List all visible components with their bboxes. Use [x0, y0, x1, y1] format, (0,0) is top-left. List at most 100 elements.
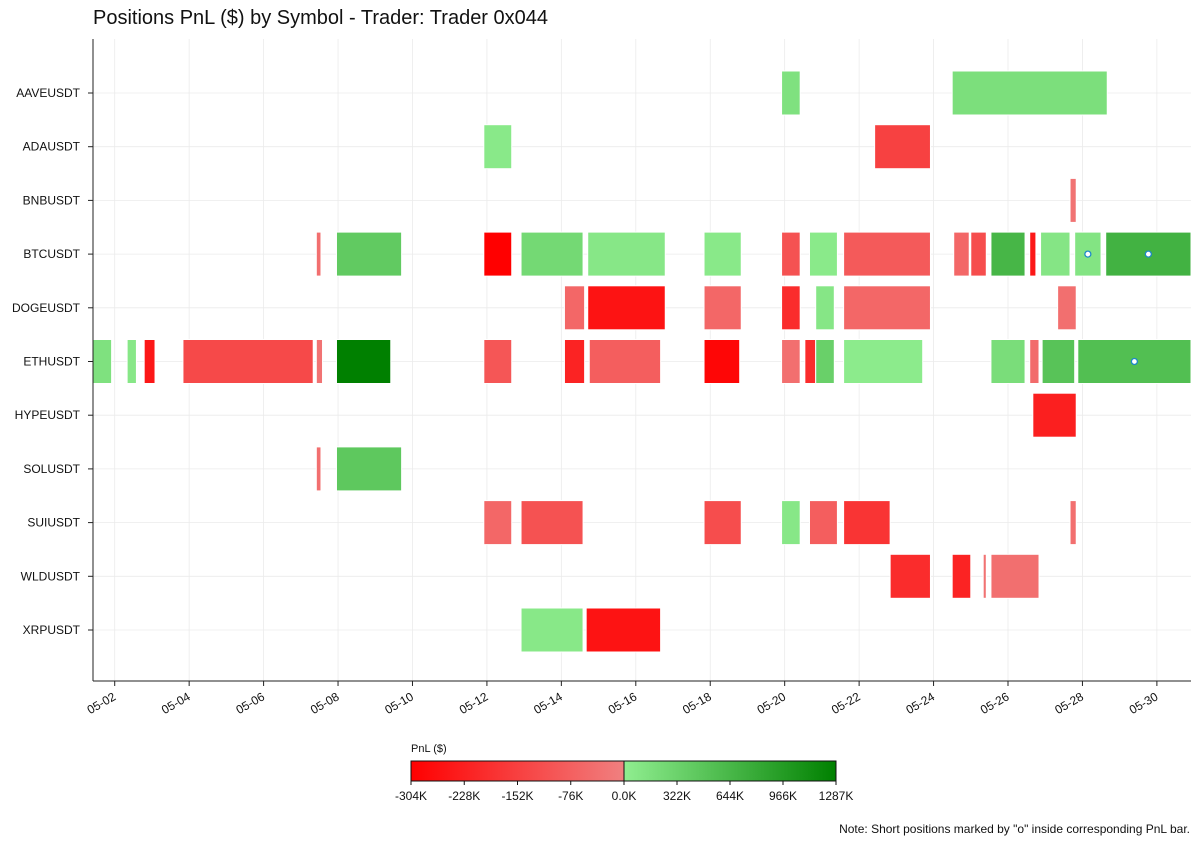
position-bar — [804, 339, 817, 384]
position-bar — [703, 339, 741, 384]
position-bar — [970, 231, 987, 277]
position-bar — [1041, 339, 1076, 384]
x-tick-label: 05-12 — [457, 689, 491, 717]
position-bar — [563, 339, 586, 384]
colorbar-tick-label: -152K — [501, 789, 533, 803]
position-bar — [588, 339, 662, 384]
chart-title: Positions PnL ($) by Symbol - Trader: Tr… — [93, 7, 549, 29]
colorbar-tick-label: 1287K — [819, 789, 854, 803]
position-bar — [315, 446, 322, 492]
position-bar — [843, 231, 931, 277]
y-tick-label: ADAUSDT — [23, 140, 81, 154]
x-tick-label: 05-04 — [159, 689, 193, 717]
position-bar — [520, 231, 584, 277]
x-tick-label: 05-30 — [1127, 689, 1161, 717]
short-position-marker — [1144, 250, 1153, 258]
colorbar-tick-label: -76K — [558, 789, 583, 803]
colorbar-tick-label: 966K — [769, 789, 797, 803]
position-bar — [781, 339, 801, 384]
y-tick-label: BTCUSDT — [23, 247, 80, 261]
short-position-note: Note: Short positions marked by "o" insi… — [839, 822, 1190, 836]
position-bar — [953, 231, 970, 277]
position-bar — [587, 285, 666, 331]
y-tick-label: SUIUSDT — [27, 516, 80, 530]
position-bar — [315, 231, 322, 277]
position-bar — [874, 124, 931, 170]
y-tick-label: SOLUSDT — [23, 462, 80, 476]
y-tick-label: AAVEUSDT — [16, 86, 80, 100]
x-tick-label: 05-02 — [85, 689, 119, 717]
position-bar — [990, 553, 1040, 599]
position-bar — [808, 500, 838, 546]
position-bar — [815, 285, 835, 331]
x-tick-label: 05-06 — [234, 689, 268, 717]
short-position-marker — [1084, 250, 1092, 258]
position-bar — [143, 339, 156, 384]
colorbar-tick-label: 0.0K — [612, 789, 637, 803]
colorbar-tick-label: 644K — [716, 789, 744, 803]
y-tick-label: WLDUSDT — [21, 569, 81, 583]
position-bar — [990, 231, 1026, 277]
position-bar — [808, 231, 838, 277]
x-tick-label: 05-26 — [978, 689, 1012, 717]
position-bar — [483, 500, 513, 546]
position-bar — [843, 339, 924, 384]
position-bar — [781, 231, 801, 277]
position-bar — [1029, 339, 1040, 384]
position-bar — [126, 339, 137, 384]
position-bar — [843, 500, 891, 546]
position-bar — [483, 339, 513, 384]
position-bar — [92, 339, 113, 384]
x-tick-label: 05-24 — [903, 689, 937, 717]
y-tick-label: ETHUSDT — [23, 355, 80, 369]
position-bar — [703, 500, 742, 546]
x-tick-label: 05-18 — [680, 689, 714, 717]
colorbar-negative — [411, 761, 624, 781]
y-tick-label: BNBUSDT — [23, 193, 81, 207]
position-bar — [1040, 231, 1071, 277]
position-bar — [1032, 392, 1077, 438]
position-bar — [483, 124, 513, 170]
x-tick-label: 05-10 — [382, 689, 416, 717]
position-bar — [585, 607, 662, 653]
position-bar — [520, 607, 584, 653]
position-bar — [1057, 285, 1077, 331]
colorbar-tick-label: -228K — [448, 789, 480, 803]
short-position-marker — [1130, 357, 1139, 366]
short-markers — [1084, 250, 1153, 366]
position-bar — [781, 500, 801, 546]
position-bar — [1029, 231, 1037, 277]
position-bars — [92, 70, 1192, 653]
position-bar — [587, 231, 666, 277]
position-bar — [335, 339, 392, 384]
position-bar — [315, 339, 324, 384]
position-bar — [520, 500, 584, 546]
position-bar — [982, 553, 987, 599]
position-bar — [815, 339, 835, 384]
colorbar-title: PnL ($) — [411, 743, 447, 755]
position-bar — [1069, 177, 1077, 223]
x-tick-label: 05-14 — [531, 689, 565, 717]
position-bar — [182, 339, 314, 384]
colorbar-positive — [624, 761, 836, 781]
colorbar-tick-label: -304K — [395, 789, 427, 803]
position-bar — [335, 446, 403, 492]
x-tick-label: 05-20 — [755, 689, 789, 717]
position-bar — [1069, 500, 1077, 546]
position-bar — [889, 553, 931, 599]
x-tick-label: 05-08 — [308, 689, 342, 717]
y-tick-label: DOGEUSDT — [12, 301, 81, 315]
colorbar: -304K -228K -152K -76K 0.0K 322K 644K 966K 1287K — [395, 760, 854, 803]
position-bar — [781, 285, 801, 331]
y-tick-label: XRPUSDT — [23, 623, 81, 637]
position-bar — [990, 339, 1026, 384]
position-bar — [335, 231, 403, 277]
position-bar — [703, 231, 742, 277]
position-bar — [703, 285, 742, 331]
y-tick-label: HYPEUSDT — [15, 408, 81, 422]
position-bar — [781, 70, 801, 116]
x-tick-label: 05-28 — [1052, 689, 1086, 717]
x-tick-label: 05-22 — [829, 689, 863, 717]
position-bar — [843, 285, 931, 331]
